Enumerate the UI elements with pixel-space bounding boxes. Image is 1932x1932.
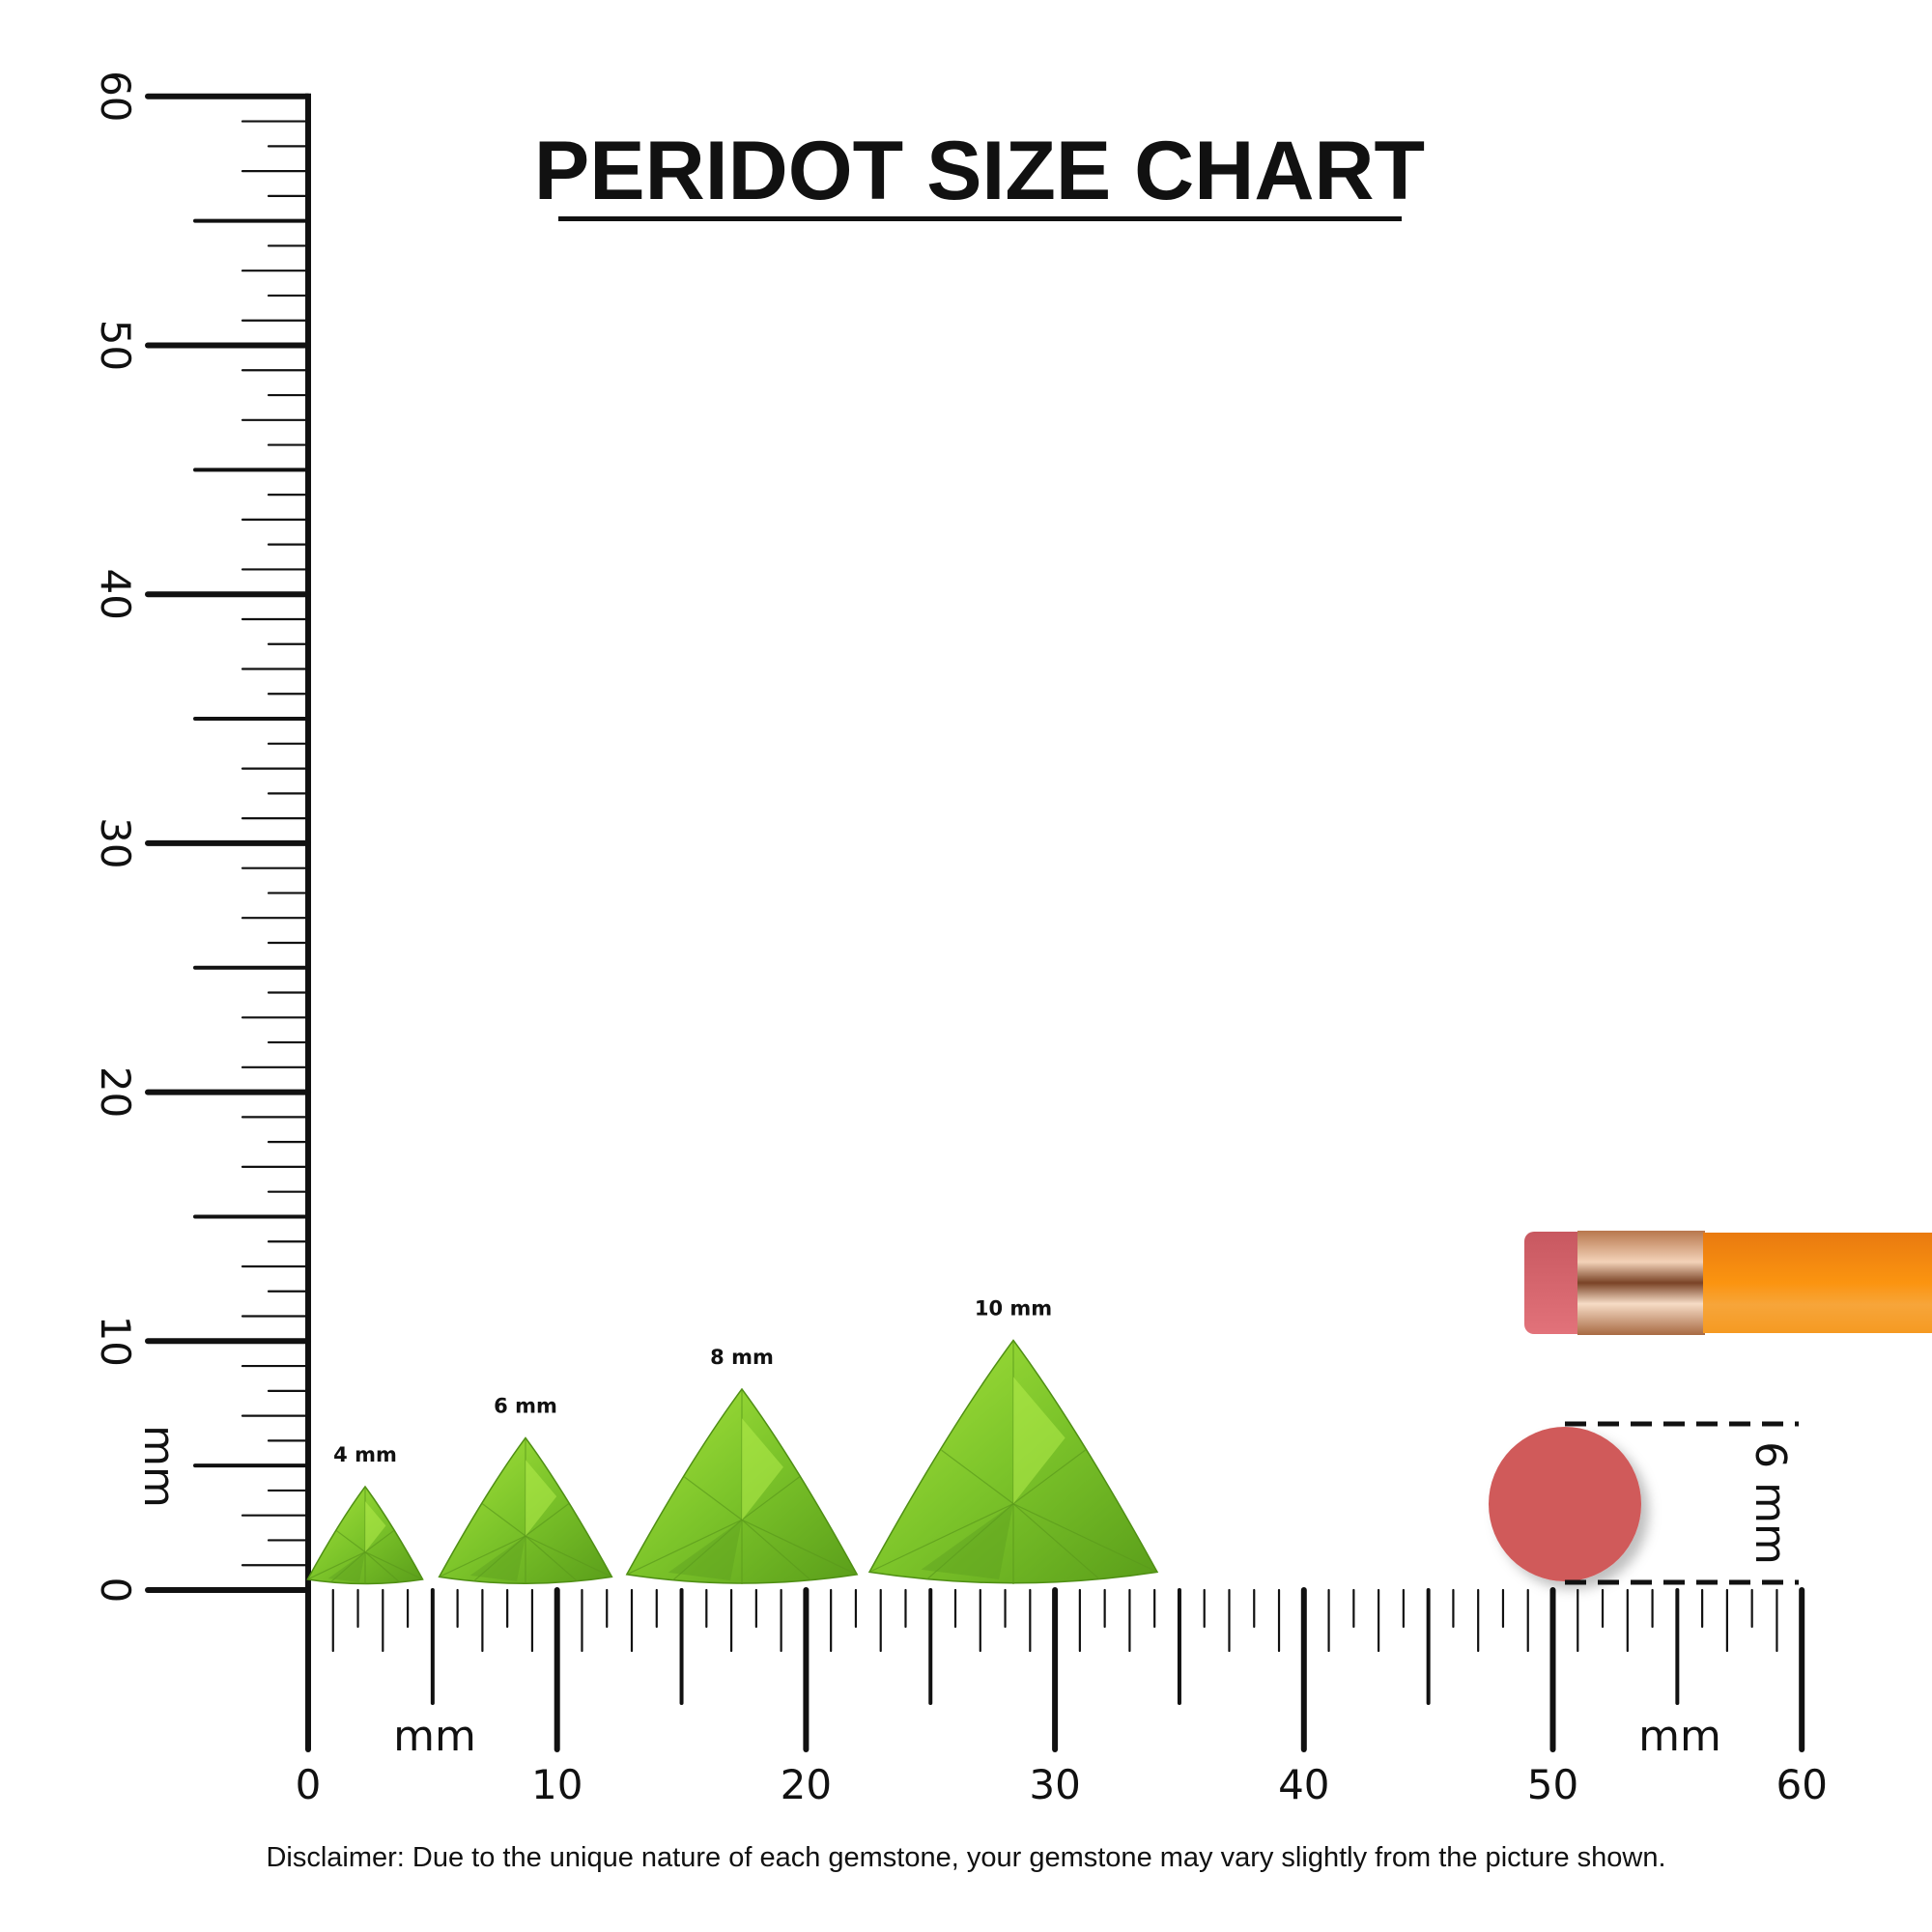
gem-facet (307, 1551, 366, 1580)
gem-size-label: 10 mm (975, 1296, 1052, 1320)
gem-highlight (1013, 1377, 1065, 1504)
gem-shade (327, 1551, 365, 1582)
title-underline (558, 216, 1402, 221)
pencil (1524, 1231, 1932, 1335)
gem-facet (335, 1529, 366, 1553)
gem-facet (329, 1551, 366, 1583)
page-title: PERIDOT SIZE CHART (534, 125, 1425, 217)
pencil-eraser (1524, 1232, 1592, 1334)
gem-4mm: 4 mm (306, 1443, 424, 1585)
gem-6mm: 6 mm (438, 1394, 613, 1584)
gem-size-label: 4 mm (333, 1443, 397, 1466)
gem-facet (1012, 1449, 1086, 1505)
vertical-unit-label: mm (134, 1425, 184, 1508)
horizontal-tick-label: 0 (296, 1761, 322, 1808)
gem-highlight (742, 1418, 783, 1520)
horizontal-tick-label: 40 (1278, 1761, 1329, 1808)
gem-facet (741, 1519, 858, 1576)
gem-facet (741, 1476, 800, 1520)
horizontal-tick-label: 10 (531, 1761, 582, 1808)
eraser-circle (1489, 1427, 1641, 1581)
gem-facet (926, 1503, 1014, 1580)
gem-facet (1012, 1503, 1158, 1573)
vertical-tick-label: 60 (92, 71, 139, 122)
gem-facet (941, 1449, 1014, 1505)
eraser-size-label: 6 mm (1746, 1441, 1795, 1565)
gem-facet (525, 1503, 570, 1537)
gem-10mm: 10 mm (867, 1296, 1159, 1584)
horizontal-ruler: 0 10 20 30 40 50 60 (296, 1587, 1828, 1808)
gem-shade (469, 1535, 526, 1581)
gem-shade (668, 1520, 742, 1580)
pencil-body (1703, 1233, 1932, 1333)
horizontal-tick-label: 50 (1527, 1761, 1578, 1808)
gem-facet (525, 1535, 579, 1582)
gem-facet (364, 1551, 401, 1583)
disclaimer: Disclaimer: Due to the unique nature of … (266, 1842, 1665, 1873)
gem-facet (439, 1535, 526, 1577)
vertical-tick-label: 10 (92, 1316, 139, 1367)
gem-facet (525, 1535, 612, 1577)
gem-facet (481, 1503, 526, 1537)
horizontal-tick-label: 30 (1029, 1761, 1080, 1808)
gem-facet (626, 1519, 743, 1576)
horizontal-unit-label-right: mm (1638, 1712, 1721, 1761)
gem-facet (364, 1551, 423, 1580)
gem-highlight (365, 1501, 386, 1552)
gem-size-label: 8 mm (710, 1346, 774, 1369)
horizontal-tick-label: 20 (781, 1761, 832, 1808)
gem-facet (1012, 1503, 1100, 1580)
gem-highlight (526, 1460, 557, 1536)
gem-group: 4 mm 6 mm 8 mm 10 mm (306, 1296, 1159, 1585)
gem-facet (868, 1503, 1014, 1573)
vertical-tick-label: 30 (92, 817, 139, 868)
gem-8mm: 8 mm (625, 1346, 859, 1584)
gem-facet (472, 1535, 526, 1582)
horizontal-unit-label-left: mm (393, 1712, 476, 1761)
vertical-tick-label: 0 (92, 1577, 139, 1604)
gem-size-label: 6 mm (494, 1394, 557, 1417)
gem-facet (741, 1519, 811, 1581)
gem-shade (921, 1503, 1013, 1579)
gem-facet (672, 1519, 743, 1581)
gem-facet (684, 1476, 743, 1520)
vertical-tick-label: 40 (92, 568, 139, 619)
vertical-ruler: 0 10 20 30 40 50 60 (92, 71, 311, 1604)
vertical-tick-label: 20 (92, 1066, 139, 1118)
horizontal-tick-label: 60 (1776, 1761, 1827, 1808)
gem-facet (364, 1529, 395, 1553)
vertical-tick-label: 50 (92, 320, 139, 371)
pencil-ferrule (1577, 1231, 1705, 1335)
